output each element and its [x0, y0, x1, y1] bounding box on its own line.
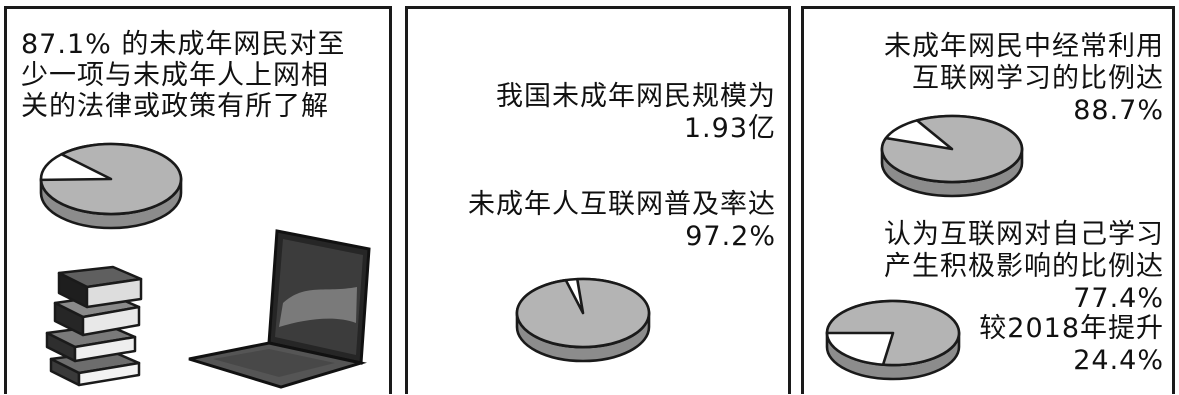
pie-study-online	[880, 114, 1024, 198]
panel-study: 未成年网民中经常利用 互联网学习的比例达 88.7% 认为互联网对自己学习 产生…	[801, 6, 1175, 394]
study-line-2: 互联网学习的比例达	[912, 63, 1164, 94]
rate-value: 97.2%	[685, 221, 776, 252]
pie-legal-awareness	[39, 142, 183, 230]
pie-slice-main	[515, 277, 651, 349]
pie-slice-main	[825, 299, 961, 367]
legal-awareness-line-3: 关的法律或政策有所了解	[21, 91, 329, 122]
panel-legal-awareness: 87.1% 的未成年网民对至 少一项与未成年人上网相 关的法律或政策有所了解	[4, 6, 392, 394]
positive-value: 77.4%	[1073, 283, 1164, 314]
laptop-icon	[188, 229, 371, 389]
book-stack-icon	[45, 265, 143, 387]
pie-internet-penetration	[515, 277, 651, 363]
scale-value: 1.93亿	[683, 113, 776, 144]
rate-line-1: 未成年人互联网普及率达	[468, 189, 776, 220]
increase-value: 24.4%	[1073, 345, 1164, 376]
pie-slice-main	[39, 142, 183, 216]
scale-line-1: 我国未成年网民规模为	[496, 81, 776, 112]
pie-positive-impact	[825, 299, 961, 381]
increase-line-1: 较2018年提升	[979, 313, 1164, 344]
study-line-1: 未成年网民中经常利用	[884, 31, 1164, 62]
legal-awareness-line-2: 少一项与未成年人上网相	[21, 60, 329, 91]
study-value: 88.7%	[1073, 95, 1164, 126]
positive-line-2: 产生积极影响的比例达	[884, 251, 1164, 282]
panel-scale-and-rate: 我国未成年网民规模为 1.93亿 未成年人互联网普及率达 97.2%	[405, 6, 791, 394]
legal-awareness-line-1: 87.1% 的未成年网民对至	[21, 29, 346, 60]
pie-slice-main	[880, 114, 1024, 184]
positive-line-1: 认为互联网对自己学习	[884, 219, 1164, 250]
